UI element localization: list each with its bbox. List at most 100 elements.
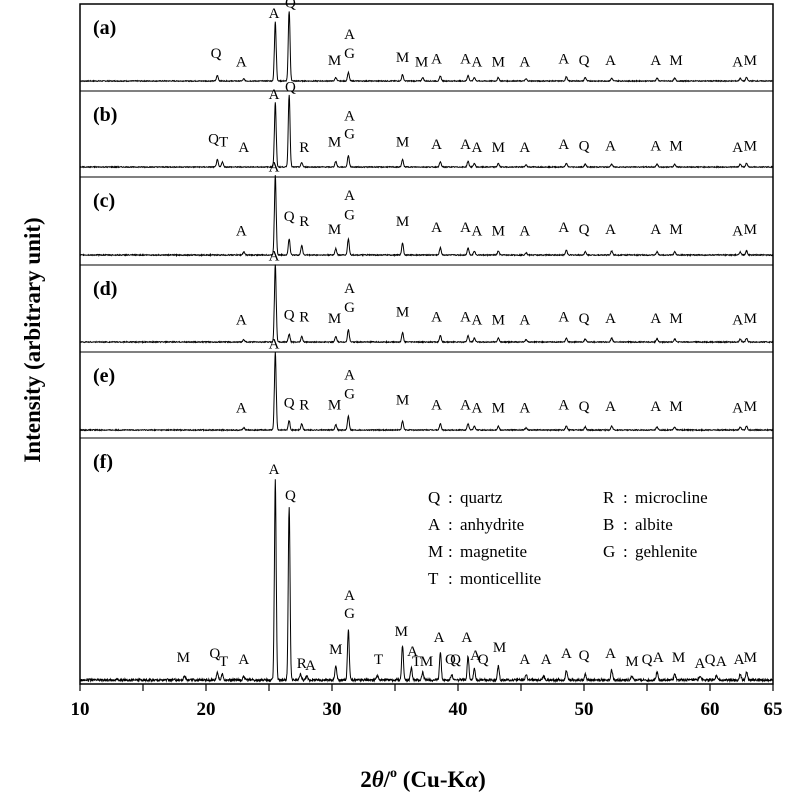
peak-label: A	[732, 223, 743, 239]
legend-separator: :	[448, 569, 453, 588]
peak-label: M	[669, 222, 682, 238]
peak-label: M	[328, 311, 341, 327]
peak-label: T	[412, 654, 421, 670]
peak-label: Q	[478, 652, 489, 668]
peak-label: A	[650, 399, 661, 415]
peak-label: A	[558, 397, 569, 413]
legend-symbol: A	[428, 515, 441, 534]
peak-label: A	[732, 312, 743, 328]
legend-separator: :	[448, 488, 453, 507]
legend-name: gehlenite	[635, 542, 697, 561]
peak-label: A	[238, 652, 249, 668]
frame-layer	[79, 3, 774, 685]
peak-label: Q	[284, 396, 295, 412]
panel-b: (b)Q T AA QR M GAM A A A M A A Q A A M A M	[79, 80, 774, 169]
x-tick-label: 20	[197, 699, 216, 720]
axis-layer: 10 20 30 40 50 60 65	[71, 684, 783, 720]
legend-symbol: R	[603, 488, 615, 507]
legend-separator: :	[623, 515, 628, 534]
peak-label: R	[299, 309, 309, 325]
peak-label: M	[744, 53, 757, 69]
peak-label: A	[734, 652, 745, 668]
peak-label: M	[396, 305, 409, 321]
peak-label: M	[492, 140, 505, 156]
peak-label: A	[605, 222, 616, 238]
peak-label: A	[519, 54, 530, 70]
peak-label: G	[344, 46, 355, 62]
peak-label: M	[744, 650, 757, 666]
peak-label: A	[471, 312, 482, 328]
peak-label: Q	[209, 646, 220, 662]
peak-label: A	[558, 52, 569, 68]
peak-label: A	[344, 368, 355, 384]
x-tick-label: 10	[71, 699, 90, 720]
x-title-theta: θ	[372, 767, 384, 792]
peak-label: A	[460, 220, 471, 236]
peak-label: A	[344, 108, 355, 124]
peak-label: A	[519, 652, 530, 668]
x-axis-title: 2θ/o (Cu-Kα)	[360, 766, 486, 792]
legend-name: anhydrite	[460, 515, 524, 534]
peak-label: A	[269, 336, 280, 352]
peak-label: A	[236, 223, 247, 239]
peak-label: Q	[642, 652, 653, 668]
panel-label: (b)	[93, 104, 117, 126]
peak-label: M	[328, 222, 341, 238]
peak-label: A	[431, 52, 442, 68]
peak-label: A	[460, 137, 471, 153]
peak-label: M	[744, 311, 757, 327]
peak-label: A	[732, 140, 743, 156]
peak-label: A	[434, 630, 445, 646]
peak-label: M	[420, 654, 433, 670]
x-tick-label: 50	[575, 699, 594, 720]
peak-label: A	[519, 140, 530, 156]
legend-separator: :	[623, 488, 628, 507]
peak-label: A	[460, 397, 471, 413]
peak-label: M	[492, 223, 505, 239]
peak-label: M	[328, 134, 341, 150]
peak-label: M	[328, 397, 341, 413]
peak-label: M	[415, 54, 428, 70]
x-title-alpha: α	[465, 767, 479, 792]
peak-label: T	[374, 652, 383, 668]
peak-label: Q	[579, 139, 590, 155]
x-title-degree: o	[390, 766, 397, 781]
peak-label: R	[299, 140, 309, 156]
legend-entry: R: microcline	[603, 488, 708, 507]
peak-label: A	[269, 248, 280, 264]
pattern-trace-a	[79, 11, 774, 83]
peak-label: G	[344, 207, 355, 223]
legend-entry: A: anhydrite	[428, 515, 524, 534]
peak-label: A	[431, 397, 442, 413]
peak-label: M	[744, 139, 757, 155]
panel-label: (c)	[93, 190, 115, 212]
peak-label: A	[470, 648, 481, 664]
peak-label: A	[558, 220, 569, 236]
peak-label: Q	[579, 222, 590, 238]
peak-label: M	[492, 400, 505, 416]
peak-label: A	[732, 400, 743, 416]
plot-frame	[79, 3, 774, 685]
peak-label: A	[605, 139, 616, 155]
peak-label: A	[650, 311, 661, 327]
peak-label: R	[297, 656, 307, 672]
peak-label: A	[431, 137, 442, 153]
legend-symbol: Q	[428, 488, 440, 507]
peak-label: R	[299, 397, 309, 413]
peak-label: A	[558, 309, 569, 325]
peak-label: M	[669, 311, 682, 327]
peak-label: M	[396, 393, 409, 409]
peak-label: M	[177, 650, 190, 666]
legend-symbol: T	[428, 569, 439, 588]
peak-label: A	[471, 140, 482, 156]
peak-label: A	[269, 159, 280, 175]
x-tick-label: 30	[323, 699, 342, 720]
peak-label: M	[396, 50, 409, 66]
peak-label: A	[471, 400, 482, 416]
peak-label: M	[744, 399, 757, 415]
peak-label: A	[461, 630, 472, 646]
legend-entry: Q: quartz	[428, 488, 503, 507]
peak-label: A	[269, 462, 280, 478]
